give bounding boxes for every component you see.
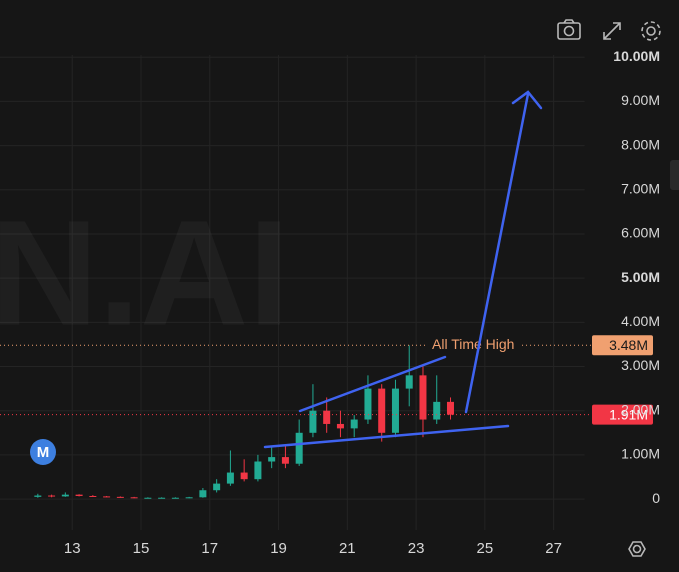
x-tick-label: 17 [201, 540, 218, 557]
candle-body [350, 419, 358, 429]
y-tick-label: 5.00M [621, 269, 660, 285]
candle-body [364, 388, 372, 420]
candle-body [130, 497, 138, 499]
y-tick-label: 6.00M [621, 225, 660, 241]
y-tick-label: 7.00M [621, 180, 660, 196]
candle-body [226, 472, 234, 484]
price-tag [592, 404, 653, 425]
arrow-line [464, 92, 530, 414]
candle-body [295, 432, 303, 464]
toolbar [557, 19, 661, 557]
candle-body [391, 388, 399, 433]
candle-body [323, 410, 331, 424]
candle-body [144, 497, 152, 499]
camera-icon[interactable] [557, 19, 581, 40]
trendlines [263, 90, 543, 449]
price-tag-label: 3.48M [609, 337, 648, 353]
candle-body [378, 388, 386, 433]
logo: M [37, 444, 50, 461]
x-tick-label: 19 [270, 540, 287, 557]
candle-body [336, 423, 344, 429]
candles [34, 345, 454, 499]
fullscreen-icon[interactable] [603, 22, 621, 40]
candle-body [240, 472, 248, 480]
x-tick-label: 15 [133, 540, 150, 557]
candle-body [433, 401, 441, 420]
candle-body [309, 410, 317, 433]
x-tick-label: 23 [408, 540, 425, 557]
y-tick-label: 2.00M [621, 401, 660, 417]
lower-trendline [263, 424, 510, 449]
upper-trendline [298, 355, 447, 413]
y-tick-label: 1.00M [621, 446, 660, 462]
candle-body [171, 497, 179, 499]
candle-body [281, 457, 289, 464]
candle-body [75, 494, 83, 496]
candle-body [405, 375, 413, 389]
candle-body [158, 497, 166, 499]
candle-body [254, 461, 262, 480]
candle-body [199, 490, 207, 498]
y-tick-label: 4.00M [621, 313, 660, 329]
y-tick-label: 9.00M [621, 92, 660, 108]
x-tick-label: 13 [64, 540, 81, 557]
candle-body [446, 401, 454, 415]
price-tag [592, 335, 653, 356]
candle-body [103, 496, 111, 498]
candle-body [419, 375, 427, 420]
candle-body [116, 496, 124, 498]
y-tick-label: 8.00M [621, 136, 660, 152]
candle-body [213, 483, 221, 491]
candle-body [61, 494, 69, 497]
x-tick-label: 25 [477, 540, 494, 557]
x-tick-label: 21 [339, 540, 356, 557]
settings-icon[interactable] [641, 21, 661, 41]
candle-body [268, 457, 276, 462]
candle-body [34, 495, 42, 497]
grid [0, 55, 585, 530]
logo-circle [30, 439, 56, 465]
arrow-head [511, 90, 543, 110]
watermark: N.AI [0, 189, 290, 357]
y-tick-label: 3.00M [621, 357, 660, 373]
x-tick-label: 27 [545, 540, 562, 557]
candle-body [89, 495, 97, 497]
price-line-name: All Time High [432, 336, 514, 352]
axes: 0 1.00M 2.00M 3.00M 4.00M 5.00M 6.00M 7.00M 8.00… [64, 48, 660, 557]
price-tag-label: 1.91M [609, 406, 648, 422]
side-tab[interactable] [670, 160, 679, 190]
candle-body [185, 497, 193, 499]
y-tick-label: 10.00M [613, 48, 660, 64]
axis-settings-icon[interactable] [628, 541, 646, 557]
price-lines: All Time High 3.48M 1.91M [0, 335, 653, 425]
y-tick-label: 0 [652, 490, 660, 506]
candle-body [48, 495, 56, 497]
